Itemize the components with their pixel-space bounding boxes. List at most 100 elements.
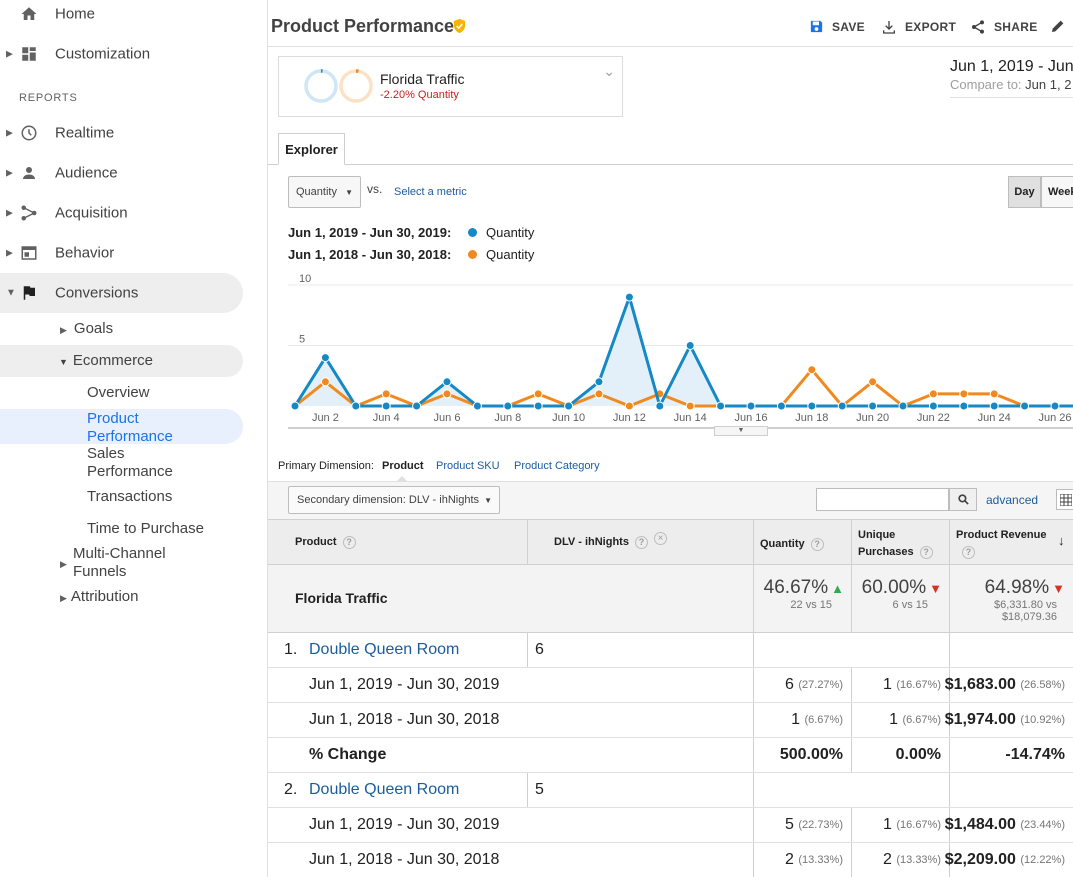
primary-dimension-product[interactable]: Product: [382, 460, 424, 472]
verified-shield-icon: [453, 18, 466, 34]
revenue-pct: (10.92%): [1020, 714, 1065, 726]
quantity-value: 6: [785, 676, 794, 693]
nav-goals[interactable]: ▶ Goals: [60, 320, 113, 337]
date-range-selector[interactable]: Jun 1, 2019 - Jun Compare to: Jun 1, 2: [950, 58, 1073, 98]
header-unique-purchases[interactable]: Unique Purchases?: [858, 527, 933, 561]
caret-right-icon: ▶: [60, 325, 67, 335]
caret-right-icon: ▶: [6, 207, 13, 218]
advanced-link[interactable]: advanced: [986, 493, 1039, 507]
nav-transactions[interactable]: Transactions: [87, 488, 173, 505]
metric-dropdown[interactable]: Quantity ▼: [288, 176, 361, 208]
secondary-dimension-dropdown[interactable]: Secondary dimension: DLV - ihNights ▼: [288, 486, 500, 514]
tab-explorer[interactable]: Explorer: [278, 133, 345, 165]
remove-dimension-icon[interactable]: ×: [654, 532, 667, 545]
y-tick-label: 5: [299, 334, 305, 346]
summary-quantity-pct: 46.67%: [763, 577, 829, 598]
search-button[interactable]: [949, 488, 977, 511]
select-metric-link[interactable]: Select a metric: [394, 186, 467, 198]
quantity-pct: (22.73%): [798, 819, 843, 831]
unique-value: 1: [883, 816, 892, 833]
summary-row: Florida Traffic 46.67% ▲ 22 vs 15 60.00% ▼…: [268, 565, 1073, 633]
table-row: Jun 1, 2019 - Jun 30, 2019 5 (22.73%) 1 …: [268, 808, 1073, 843]
nav-product-performance[interactable]: Product Performance: [0, 409, 243, 445]
x-tick-label: Jun 6: [434, 412, 461, 424]
week-button[interactable]: Week: [1041, 176, 1073, 208]
primary-dimension-sku[interactable]: Product SKU: [436, 460, 500, 472]
nav-time-to-purchase[interactable]: Time to Purchase: [87, 520, 204, 537]
header-dlv[interactable]: DLV - ihNights?: [554, 536, 648, 549]
quantity-value: 5: [785, 816, 794, 833]
nav-product-performance-line1: Product: [87, 410, 139, 427]
date-range-value: Jun 1, 2019 - Jun: [950, 58, 1073, 75]
nav-home[interactable]: Home: [0, 0, 243, 28]
nav-acquisition[interactable]: ▶ Acquisition: [0, 199, 243, 227]
header-unique-line2: Purchases: [858, 546, 914, 558]
day-button[interactable]: Day: [1008, 176, 1041, 208]
quantity-value: 1: [791, 711, 801, 728]
nav-sales-performance[interactable]: Sales Performance: [87, 445, 173, 481]
active-dimension-pointer: [396, 476, 408, 482]
revenue-value: $1,974.00: [944, 711, 1016, 728]
export-button[interactable]: EXPORT: [881, 19, 956, 35]
share-icon: [972, 20, 984, 34]
revenue-value: $1,683.00: [944, 676, 1016, 693]
export-label: EXPORT: [905, 20, 957, 34]
series-area-2019: [295, 297, 1073, 406]
change-label: % Change: [309, 746, 387, 763]
dlv-value: 5: [535, 781, 544, 798]
unique-pct: (16.67%): [896, 679, 941, 691]
x-tick-label: Jun 12: [613, 412, 646, 424]
nav-behavior-label: Behavior: [55, 244, 115, 262]
sort-descending-icon[interactable]: ↓: [1058, 533, 1065, 548]
caret-right-icon: ▶: [6, 167, 13, 178]
summary-quantity-sub: 22 vs 15: [790, 599, 832, 611]
nav-multichannel[interactable]: ▶ Multi-Channel Funnels: [60, 545, 166, 581]
caret-down-icon: ▼: [6, 287, 16, 299]
share-label: SHARE: [994, 20, 1038, 34]
save-label: SAVE: [832, 19, 865, 34]
header-quantity[interactable]: Quantity?: [760, 538, 824, 551]
data-point-2018: [442, 389, 452, 399]
caret-right-icon: ▶: [60, 559, 67, 569]
table-row: Jun 1, 2019 - Jun 30, 2019 6 (27.27%) 1 …: [268, 668, 1073, 703]
x-tick-label: Jun 14: [674, 412, 707, 424]
report-header: [268, 0, 1073, 47]
main-content: Product Performance SAVE EXPORT SHARE Fl…: [268, 0, 1073, 877]
data-point-2019: [503, 401, 513, 411]
nav-overview[interactable]: Overview: [87, 384, 150, 401]
primary-dimension-category[interactable]: Product Category: [514, 460, 600, 472]
nav-behavior[interactable]: ▶ Behavior: [0, 239, 243, 267]
quantity-line-chart[interactable]: 10 5 Jun 2 Jun 4 Jun 6 Jun 8 Jun 10 Jun 12 Jun 1…: [268, 265, 1073, 440]
data-point-2019: [1050, 401, 1060, 411]
table-view-button[interactable]: [1056, 489, 1073, 510]
segment-card[interactable]: Florida Traffic -2.20% Quantity ⌄: [278, 56, 623, 117]
segment-name: Florida Traffic: [380, 71, 465, 87]
nav-conversions[interactable]: ▼ Conversions: [0, 273, 243, 313]
nav-customization[interactable]: ▶ Customization: [0, 40, 243, 68]
header-product[interactable]: Product?: [295, 536, 356, 549]
save-button[interactable]: SAVE: [809, 19, 865, 34]
product-link[interactable]: Double Queen Room: [309, 641, 460, 658]
nav-attribution-label: Attribution: [70, 588, 139, 605]
summary-segment-name: Florida Traffic: [295, 590, 388, 606]
data-point-2019: [716, 401, 726, 411]
nav-ecommerce[interactable]: ▼ Ecommerce: [0, 345, 243, 377]
x-tick-label: Jun 2: [312, 412, 339, 424]
nav-realtime[interactable]: ▶ Realtime: [0, 119, 243, 147]
chart-collapse-handle[interactable]: ▼: [714, 426, 768, 436]
nav-audience[interactable]: ▶ Audience: [0, 159, 243, 187]
data-point-2019: [655, 401, 665, 411]
share-button[interactable]: SHARE: [970, 19, 1038, 35]
nav-sales-performance-line2: Performance: [87, 463, 173, 480]
product-link[interactable]: Double Queen Room: [309, 781, 460, 798]
period-label: Jun 1, 2019 - Jun 30, 2019: [309, 676, 500, 693]
header-unique-line1: Unique: [858, 529, 896, 541]
unique-value: 1: [883, 676, 892, 693]
edit-pencil-icon[interactable]: [1050, 18, 1066, 34]
header-product-revenue[interactable]: Product Revenue ?: [956, 527, 1046, 561]
nav-attribution[interactable]: ▶ Attribution: [60, 588, 138, 605]
data-point-2018: [533, 389, 543, 399]
table-header: Product? DLV - ihNights? × Quantity? Uni…: [268, 519, 1073, 565]
table-search-input[interactable]: [816, 488, 949, 511]
search-icon: [957, 494, 969, 505]
